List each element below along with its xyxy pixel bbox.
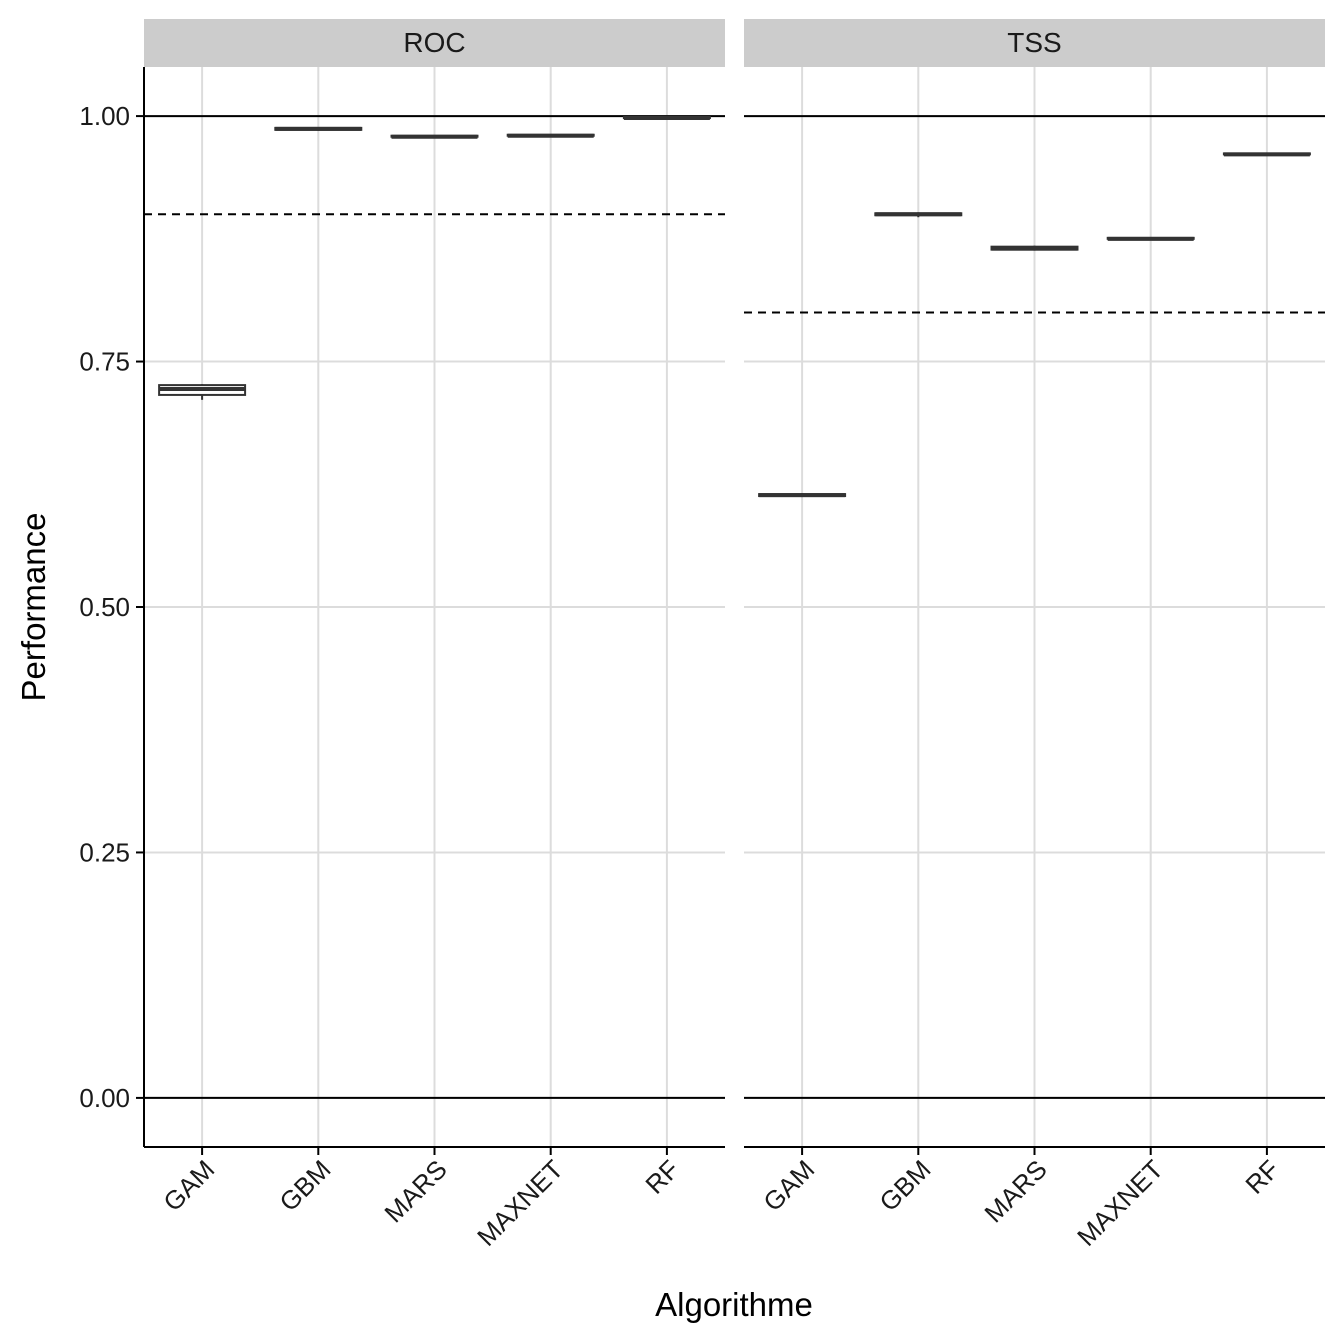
x-tick-label-tss-4: RF [1239, 1154, 1285, 1200]
x-axis-title: Algorithme [655, 1286, 813, 1323]
x-tick-label-tss-0: GAM [757, 1154, 820, 1217]
facet-strip-roc [144, 19, 725, 67]
y-tick-label-2: 0.50 [79, 592, 130, 622]
y-tick-label-0: 0.00 [79, 1083, 130, 1113]
x-tick-label-tss-2: MARS [978, 1154, 1052, 1228]
y-tick-label-1: 0.25 [79, 837, 130, 867]
x-tick-label-roc-4: RF [639, 1154, 685, 1200]
y-axis-title: Performance [15, 513, 52, 702]
plot-layer: ROC 0.00 0.25 0.50 0.75 1.00 GAM GBM MARS MAXNET R… [79, 19, 1325, 1252]
y-tick-label-3: 0.75 [79, 347, 130, 377]
facet-label-tss: TSS [1007, 27, 1061, 58]
x-tick-label-roc-3: MAXNET [471, 1154, 569, 1252]
x-tick-label-tss-1: GBM [873, 1154, 936, 1217]
facet-strip-tss [744, 19, 1325, 67]
x-tick-label-tss-3: MAXNET [1071, 1154, 1169, 1252]
x-tick-label-roc-1: GBM [273, 1154, 336, 1217]
facet-label-roc: ROC [403, 27, 465, 58]
x-tick-label-roc-2: MARS [378, 1154, 452, 1228]
y-tick-label-4: 1.00 [79, 101, 130, 131]
x-tick-label-roc-0: GAM [157, 1154, 220, 1217]
